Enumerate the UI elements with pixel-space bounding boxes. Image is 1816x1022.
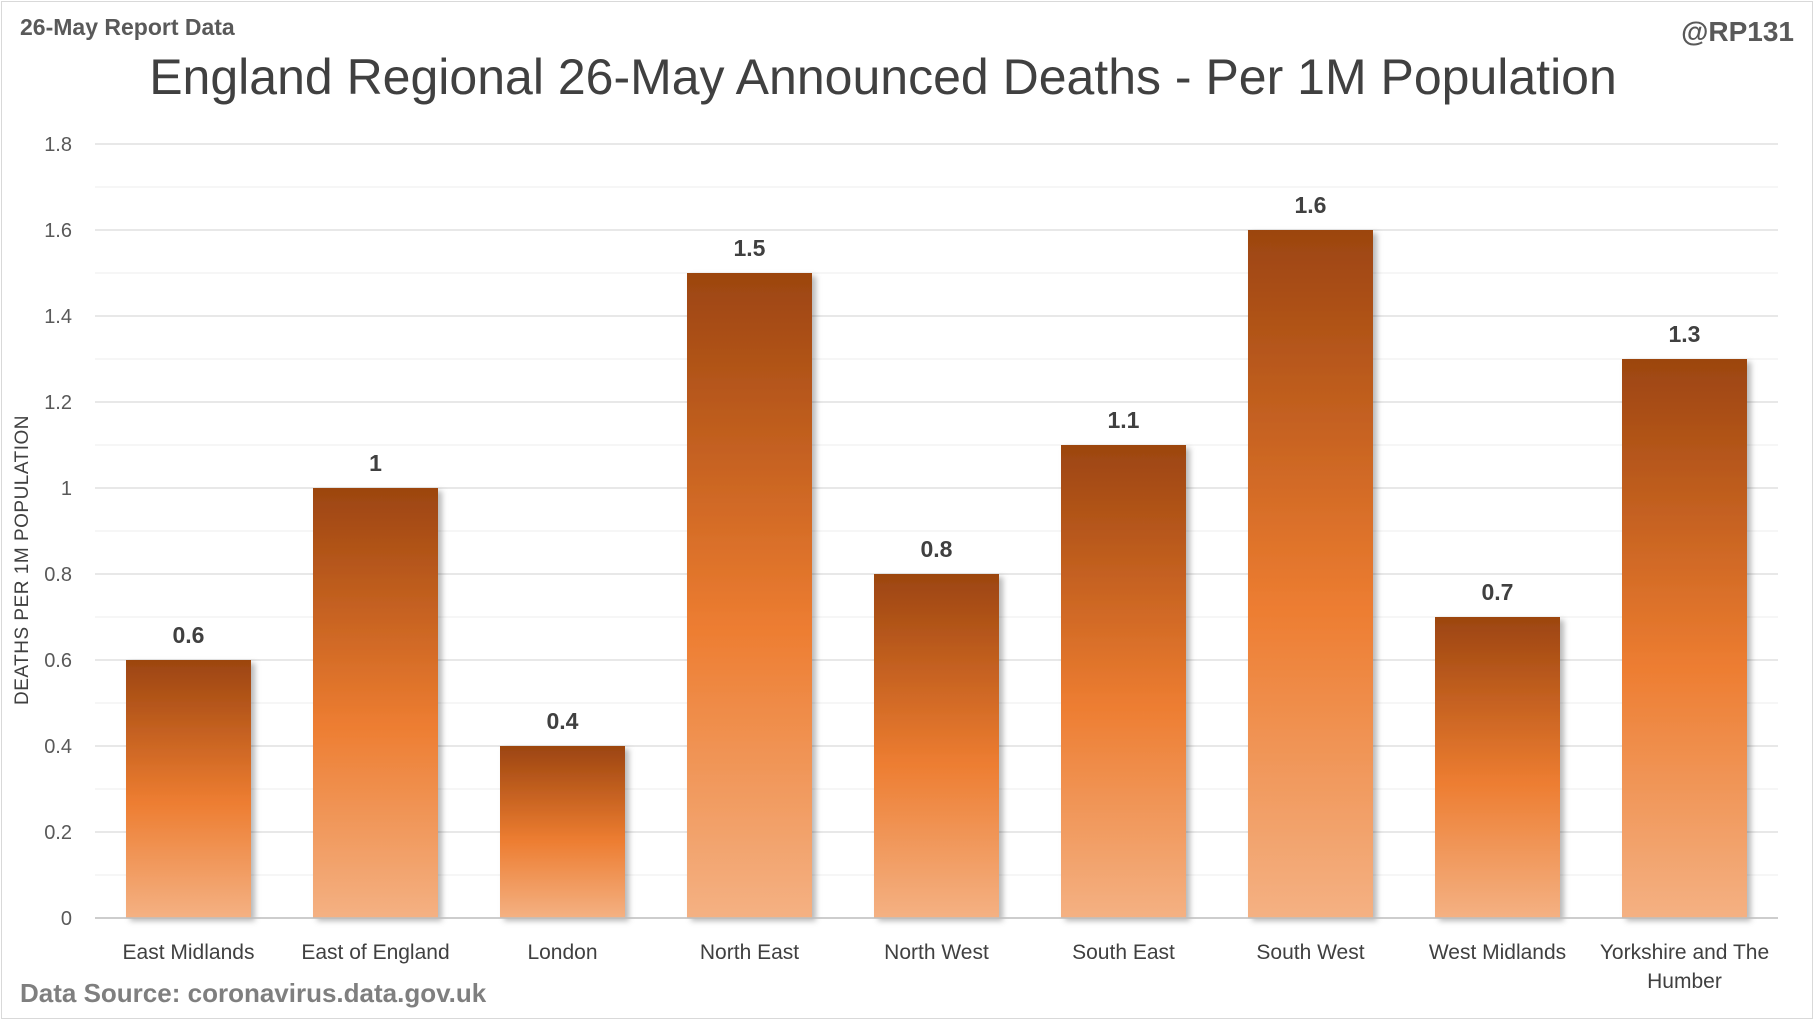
data-label: 0.8 xyxy=(921,536,953,562)
x-tick-label: North East xyxy=(700,941,799,964)
author-handle: @RP131 xyxy=(1681,16,1794,47)
y-tick-label: 1.4 xyxy=(44,306,72,328)
x-tick-label: South East xyxy=(1072,941,1175,964)
bar xyxy=(874,574,999,918)
data-source: Data Source: coronavirus.data.gov.uk xyxy=(20,978,487,1008)
data-label: 0.6 xyxy=(173,622,205,648)
bar xyxy=(313,488,438,918)
bar xyxy=(500,746,625,918)
bar xyxy=(1248,230,1373,918)
chart-title: England Regional 26-May Announced Deaths… xyxy=(149,49,1617,105)
data-label: 1.1 xyxy=(1108,407,1140,433)
x-axis: East Midlands East of England London North … xyxy=(95,917,1778,993)
x-tick-label: Yorkshire and The Humber xyxy=(1600,941,1769,993)
bars xyxy=(126,230,1747,918)
y-tick-label: 0.4 xyxy=(44,736,72,758)
x-tick-label: East Midlands xyxy=(123,941,255,964)
x-tick-label: North West xyxy=(884,941,989,964)
data-label: 1.3 xyxy=(1669,321,1701,347)
y-tick-label: 0.6 xyxy=(44,650,72,672)
report-label: 26-May Report Data xyxy=(20,14,235,40)
y-axis-label: DEATHS PER 1M POPULATION xyxy=(12,415,33,705)
data-label: 1 xyxy=(369,450,382,476)
bar xyxy=(687,273,812,918)
bar xyxy=(1435,617,1560,918)
data-labels: 0.6 1 0.4 1.5 0.8 1.1 1.6 0.7 1.3 xyxy=(173,192,1701,734)
y-tick-label: 1 xyxy=(61,478,72,500)
x-tick-label: South West xyxy=(1256,941,1364,964)
x-tick-label: London xyxy=(527,941,597,964)
data-label: 0.7 xyxy=(1482,579,1514,605)
y-tick-label: 1.8 xyxy=(44,134,72,156)
data-label: 0.4 xyxy=(547,708,579,734)
y-tick-label: 0 xyxy=(61,908,72,930)
data-label: 1.5 xyxy=(734,235,766,261)
y-axis: 0 0.2 0.4 0.6 0.8 1 1.2 1.4 1.6 1.8 xyxy=(44,134,72,930)
data-label: 1.6 xyxy=(1295,192,1327,218)
bar xyxy=(1061,445,1186,918)
bar xyxy=(126,660,251,918)
x-tick-label: West Midlands xyxy=(1429,941,1566,964)
y-tick-label: 0.2 xyxy=(44,822,72,844)
y-tick-label: 1.6 xyxy=(44,220,72,242)
bar xyxy=(1622,359,1747,918)
y-tick-label: 1.2 xyxy=(44,392,72,414)
y-tick-label: 0.8 xyxy=(44,564,72,586)
x-tick-label: East of England xyxy=(301,941,449,964)
